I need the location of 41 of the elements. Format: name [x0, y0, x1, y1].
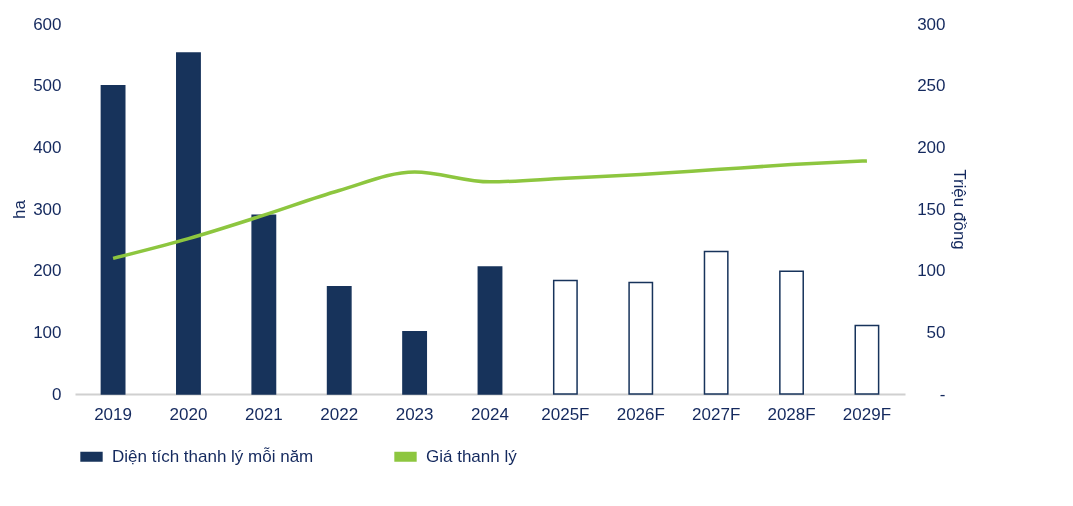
x-tick-label: 2023 [395, 404, 434, 424]
y2-tick-label: 300 [917, 14, 946, 34]
bar [628, 281, 654, 395]
bar [477, 266, 503, 395]
x-tick-label: 2029F [842, 404, 892, 424]
y-axis-title: ha [10, 199, 30, 219]
y-tick-label: 600 [33, 14, 62, 34]
y2-tick-label: 200 [917, 137, 946, 157]
legend-label: Diện tích thanh lý mỗi năm [112, 446, 314, 466]
y-tick-label: 100 [33, 322, 62, 342]
legend-label: Giá thanh lý [426, 446, 518, 466]
bar [402, 330, 428, 395]
y2-axis-title: Triệu đồng [949, 169, 969, 250]
x-tick-label: 2024 [471, 404, 509, 424]
bar [703, 250, 729, 395]
bar [779, 270, 804, 395]
y2-tick-label: 50 [926, 322, 946, 342]
y-tick-label: 0 [52, 384, 62, 404]
bar [854, 324, 880, 395]
x-tick-label: 2028F [767, 404, 816, 424]
y2-tick-label: - [939, 384, 946, 404]
line-series [111, 159, 869, 261]
bar [251, 214, 277, 395]
bar [552, 279, 578, 395]
x-tick-label: 2025F [541, 404, 590, 424]
bar [100, 84, 126, 395]
y2-tick-label: 250 [917, 76, 946, 96]
y-tick-label: 300 [33, 199, 62, 219]
x-tick-label: 2020 [169, 404, 208, 424]
y2-tick-label: 100 [917, 261, 946, 281]
bar [326, 285, 352, 395]
x-tick-label: 2021 [244, 404, 283, 424]
x-tick-label: 2027F [692, 404, 741, 424]
y-tick-label: 500 [33, 76, 62, 96]
bar [176, 52, 201, 395]
x-tick-label: 2019 [94, 404, 132, 424]
y-tick-label: 200 [33, 261, 62, 281]
y-tick-label: 400 [33, 137, 62, 157]
x-tick-label: 2026F [616, 404, 665, 424]
x-tick-label: 2022 [320, 404, 359, 424]
y2-tick-label: 150 [917, 199, 946, 219]
